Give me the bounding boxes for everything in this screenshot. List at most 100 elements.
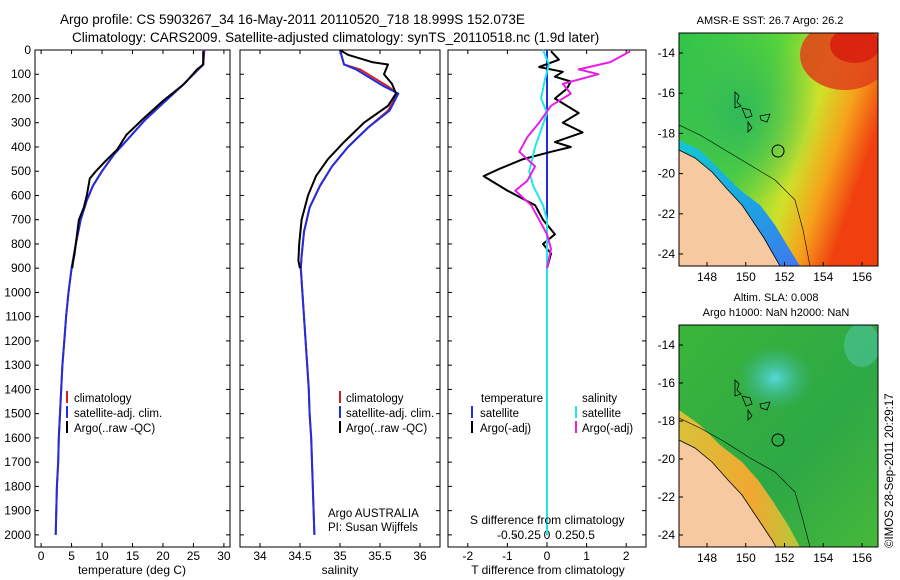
- figure-title-line2: Climatology: CARS2009. Satellite-adjuste…: [72, 30, 599, 45]
- y-tick-label: 200: [11, 91, 31, 105]
- legend-argo: Argo(..raw -QC): [346, 423, 427, 435]
- y-tick-label: 1500: [4, 407, 31, 421]
- series-argo-raw-qc-: [297, 49, 397, 269]
- x-tick-label: 34.5: [288, 549, 312, 563]
- bathymetry-contour: [679, 124, 811, 266]
- x-tick-label: 35.5: [368, 549, 392, 563]
- y-tick-label: 1400: [4, 382, 31, 396]
- x-tick-label: -2: [462, 549, 473, 563]
- legend-satellite: satellite-adj. clim.: [74, 408, 162, 420]
- y-tick-label: 1200: [4, 334, 31, 348]
- argo-position-marker: [771, 433, 785, 447]
- bathymetry-contour: [679, 417, 811, 547]
- sst-map-title: AMSR-E SST: 26.7 Argo: 26.2: [697, 15, 844, 27]
- y-tick-label: 2000: [4, 528, 31, 542]
- y-tick-label: 1900: [4, 504, 31, 518]
- s-x-tick-label: -0.5: [497, 528, 518, 542]
- series-salinity-satellite: [528, 49, 550, 535]
- y-tick-label: 500: [11, 164, 31, 178]
- map-y-tick-label: -22: [658, 490, 676, 504]
- series-salinity-argo-adj-: [514, 50, 631, 269]
- legend-satellite: satellite-adj. clim.: [346, 408, 434, 420]
- map-x-tick-label: 156: [852, 270, 872, 284]
- salinity-axes-frame: [239, 49, 441, 548]
- legend-temperature-argo: Argo(-adj): [480, 423, 531, 435]
- sla-map-title-line1: Altim. SLA: 0.008: [734, 292, 819, 304]
- s-difference-axis-label: S difference from climatology: [470, 513, 625, 527]
- x-tick-label: -1: [502, 549, 513, 563]
- map-y-tick-label: -24: [658, 247, 676, 261]
- x-tick-label: 5: [68, 549, 75, 563]
- x-tick-label: 0: [38, 549, 45, 563]
- temperature-axes-frame: [34, 49, 231, 548]
- series-argo-raw-qc-: [71, 51, 205, 269]
- difference-legend: temperature salinity satellite Argo(-adj…: [470, 393, 633, 527]
- y-tick-label: 1000: [4, 285, 31, 299]
- x-tick-label: 15: [126, 549, 140, 563]
- legend-climatology: climatology: [74, 393, 132, 405]
- map-y-tick-label: -20: [658, 452, 676, 466]
- legend-salinity-argo: Argo(-adj): [582, 423, 633, 435]
- salinity-legend: climatology satellite-adj. clim. Argo(..…: [328, 391, 434, 534]
- series-satellite-adj-clim-: [299, 49, 400, 535]
- coral-reefs: [734, 91, 771, 133]
- imos-stamp: ©IMOS 28-Sep-2011 20:29:17: [884, 393, 896, 548]
- legend-salinity-title: salinity: [582, 393, 617, 405]
- s-x-tick-label: -0.25: [514, 528, 542, 542]
- x-tick-label: 35: [333, 549, 347, 563]
- argo-position-marker: [771, 144, 785, 158]
- map-x-tick-label: 150: [736, 551, 756, 565]
- t-difference-axis-label: T difference from climatology: [471, 563, 625, 577]
- x-tick-label: 36: [413, 549, 427, 563]
- argo-country-annotation: Argo AUSTRALIA: [328, 508, 419, 520]
- series-temperature-argo-adj-: [482, 50, 584, 269]
- legend-temperature-title: temperature: [481, 393, 543, 405]
- y-tick-label: 400: [11, 140, 31, 154]
- map-x-tick-label: 148: [697, 551, 717, 565]
- map-y-tick-label: -16: [658, 376, 676, 390]
- legend-salinity-satellite: satellite: [582, 408, 621, 420]
- y-tick-label: 1800: [4, 479, 31, 493]
- sla-map-title-line2: Argo h1000: NaN h2000: NaN: [703, 307, 850, 319]
- x-tick-label: 34: [253, 549, 267, 563]
- map-y-tick-label: -24: [658, 528, 676, 542]
- x-tick-label: 25: [187, 549, 201, 563]
- x-tick-label: 20: [156, 549, 170, 563]
- y-tick-label: 600: [11, 188, 31, 202]
- y-tick-label: 300: [11, 116, 31, 130]
- y-tick-label: 1600: [4, 431, 31, 445]
- coral-reefs: [734, 379, 771, 421]
- legend-climatology: climatology: [346, 393, 404, 405]
- map-x-tick-label: 152: [774, 270, 794, 284]
- argo-pi-annotation: PI: Susan Wijffels: [328, 522, 418, 534]
- s-x-tick-label: 0.25: [555, 528, 579, 542]
- x-tick-label: 30: [217, 549, 231, 563]
- y-tick-label: 1700: [4, 455, 31, 469]
- sla-map: Altim. SLA: 0.008 Argo h1000: NaN h2000:…: [678, 292, 879, 548]
- temperature-legend: climatology satellite-adj. clim. Argo(..…: [66, 391, 162, 435]
- y-tick-label: 800: [11, 237, 31, 251]
- map-y-tick-label: -18: [658, 414, 676, 428]
- x-tick-label: 2: [623, 549, 630, 563]
- y-tick-label: 0: [24, 43, 31, 57]
- map-ticks: -14 -16 -18 -20 -22 -24 148 150 152 154 156 -14 -16 -…: [658, 46, 873, 565]
- map-y-tick-label: -22: [658, 207, 676, 221]
- y-tick-label: 100: [11, 67, 31, 81]
- figure-title-line1: Argo profile: CS 5903267_34 16-May-2011 …: [60, 12, 525, 27]
- map-x-tick-label: 148: [697, 270, 717, 284]
- australia-land: [679, 439, 777, 547]
- x-tick-label: 0: [544, 549, 551, 563]
- legend-argo: Argo(..raw -QC): [74, 423, 155, 435]
- map-x-tick-label: 154: [813, 270, 833, 284]
- map-x-tick-label: 156: [852, 551, 872, 565]
- profile-series: [54, 49, 631, 535]
- map-y-tick-label: -14: [658, 338, 676, 352]
- map-x-tick-label: 154: [813, 551, 833, 565]
- map-y-tick-label: -18: [658, 126, 676, 140]
- temperature-axis-label: temperature (deg C): [78, 563, 186, 577]
- x-tick-label: 1: [583, 549, 590, 563]
- map-y-tick-label: -14: [658, 46, 676, 60]
- y-tick-label: 900: [11, 261, 31, 275]
